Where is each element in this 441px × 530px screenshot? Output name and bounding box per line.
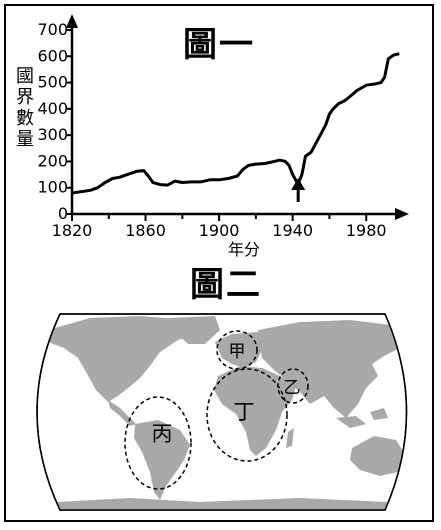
antarctica-landmass [37,498,407,510]
region-label-jia: 甲 [229,342,246,362]
region-outline-jia [216,330,258,370]
y-tick-label: 0 [58,204,68,223]
x-tick-label: 1940 [272,221,313,240]
x-axis-arrowhead [395,208,409,220]
southeast-asia-islands [336,408,388,428]
south-america-landmass [134,420,190,500]
y-axis-arrowhead [66,14,78,28]
x-tick-label: 1820 [52,221,93,240]
region-label-bing: 丙 [152,422,173,446]
line-chart: 0 100 200 300 400 500 600 700 1820 1860 1900 1940 19… [37,14,409,240]
x-tick-label: 1900 [199,221,240,240]
y-tick-label: 300 [37,125,68,144]
region-label-yi: 乙 [284,378,301,398]
y-axis-label: 國界數量 [16,66,34,150]
africa-landmass [214,366,296,456]
x-tick-label: 1860 [125,221,166,240]
region-outline-bing [124,396,192,490]
north-america-landmass [48,316,196,402]
x-axis-label: 年分 [228,240,261,259]
region-outline-ding [206,368,288,462]
map-title: 圖二 [190,265,262,305]
y-tick-label: 100 [37,178,68,197]
series-line [71,52,400,195]
australia-landmass [350,436,406,476]
new-zealand-landmass [412,466,420,484]
world-map: 甲 乙 丙 丁 [36,313,420,511]
y-tick-label: 500 [37,73,68,92]
europe-landmass [215,332,272,368]
greenland-landmass [170,316,220,344]
x-tick-label: 1980 [346,221,387,240]
chart-title: 圖一 [183,25,255,65]
y-tick-label: 400 [37,99,68,118]
y-tick-label: 200 [37,151,68,170]
asia-landmass [258,320,407,418]
figure-border [4,4,434,522]
y-tick-label: 600 [37,46,68,65]
y-tick-label: 700 [37,20,68,39]
region-label-ding: 丁 [234,400,255,424]
madagascar-landmass [286,428,294,448]
annotation-arrow-head [291,178,306,190]
